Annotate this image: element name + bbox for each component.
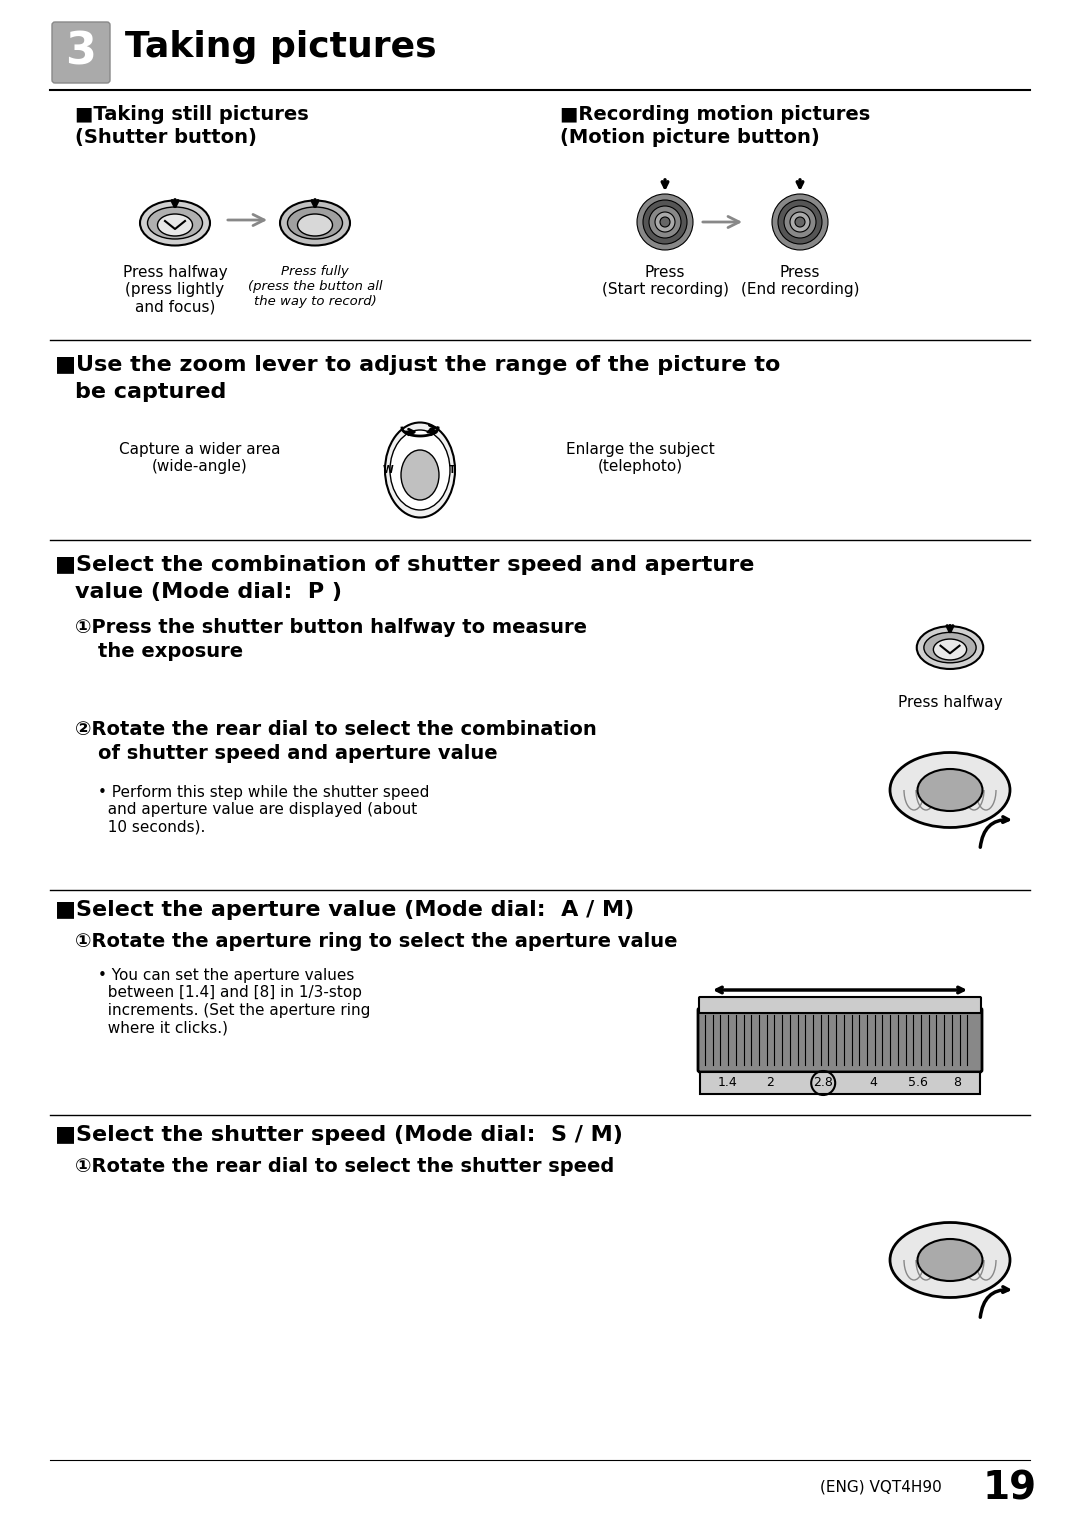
Text: 1.4: 1.4 [718,1076,738,1090]
Ellipse shape [390,431,450,510]
Circle shape [649,205,681,237]
Text: Press fully
(press the button all
the way to record): Press fully (press the button all the wa… [247,265,382,307]
Text: value (Mode dial:  P ): value (Mode dial: P ) [75,581,342,603]
Ellipse shape [158,215,192,236]
Ellipse shape [297,215,333,236]
Text: of shutter speed and aperture value: of shutter speed and aperture value [98,744,498,763]
Text: Press halfway: Press halfway [897,696,1002,709]
Text: ■Select the combination of shutter speed and aperture: ■Select the combination of shutter speed… [55,556,754,575]
Text: Capture a wider area
(wide-angle): Capture a wider area (wide-angle) [119,441,281,475]
Text: ■Select the shutter speed (Mode dial:  S / M): ■Select the shutter speed (Mode dial: S … [55,1125,623,1145]
Ellipse shape [148,207,203,239]
FancyBboxPatch shape [52,21,110,84]
FancyBboxPatch shape [700,1071,980,1094]
Circle shape [784,205,816,237]
Text: 2.8: 2.8 [813,1076,833,1090]
FancyBboxPatch shape [698,1008,982,1071]
Ellipse shape [933,639,967,661]
Text: • Perform this step while the shutter speed
  and aperture value are displayed (: • Perform this step while the shutter sp… [98,785,430,834]
Text: • You can set the aperture values
  between [1.4] and [8] in 1/3-stop
  incremen: • You can set the aperture values betwee… [98,968,370,1035]
Text: Press halfway
(press lightly
and focus): Press halfway (press lightly and focus) [123,265,227,315]
Text: 3: 3 [66,30,96,73]
Text: ①Rotate the aperture ring to select the aperture value: ①Rotate the aperture ring to select the … [75,931,677,951]
Circle shape [778,199,822,244]
Text: 5.6: 5.6 [908,1076,929,1090]
Circle shape [643,199,687,244]
Ellipse shape [918,769,983,811]
Text: ■Recording motion pictures: ■Recording motion pictures [561,105,870,123]
Text: ■Taking still pictures: ■Taking still pictures [75,105,309,123]
Circle shape [789,212,810,231]
Circle shape [637,193,693,250]
Text: 4: 4 [869,1076,878,1090]
Ellipse shape [917,626,983,670]
Ellipse shape [280,201,350,245]
Ellipse shape [287,207,342,239]
Text: (ENG) VQT4H90: (ENG) VQT4H90 [820,1479,942,1495]
Text: the exposure: the exposure [98,642,243,661]
FancyBboxPatch shape [699,997,981,1014]
Text: Press
(End recording): Press (End recording) [741,265,860,297]
Ellipse shape [140,201,210,245]
Ellipse shape [923,633,976,662]
Text: 19: 19 [983,1470,1037,1508]
Text: (Shutter button): (Shutter button) [75,128,257,148]
Text: (Motion picture button): (Motion picture button) [561,128,820,148]
Ellipse shape [384,423,455,517]
Ellipse shape [890,752,1010,828]
Text: Taking pictures: Taking pictures [125,30,436,64]
Text: T: T [448,466,456,475]
Text: Press
(Start recording): Press (Start recording) [602,265,729,297]
Text: ■Select the aperture value (Mode dial:  A / M): ■Select the aperture value (Mode dial: A… [55,900,634,919]
Circle shape [772,193,828,250]
Ellipse shape [401,451,438,501]
Text: W: W [382,466,393,475]
Ellipse shape [890,1222,1010,1297]
Text: 2: 2 [766,1076,774,1090]
Text: ②Rotate the rear dial to select the combination: ②Rotate the rear dial to select the comb… [75,720,597,740]
Text: ■Use the zoom lever to adjust the range of the picture to: ■Use the zoom lever to adjust the range … [55,355,781,374]
Text: ①Rotate the rear dial to select the shutter speed: ①Rotate the rear dial to select the shut… [75,1157,615,1177]
Text: Enlarge the subject
(telephoto): Enlarge the subject (telephoto) [566,441,714,475]
Text: be captured: be captured [75,382,227,402]
Text: ①Press the shutter button halfway to measure: ①Press the shutter button halfway to mea… [75,618,588,638]
Ellipse shape [918,1239,983,1282]
Circle shape [660,218,670,227]
Circle shape [654,212,675,231]
Circle shape [795,218,805,227]
Text: 8: 8 [954,1076,961,1090]
